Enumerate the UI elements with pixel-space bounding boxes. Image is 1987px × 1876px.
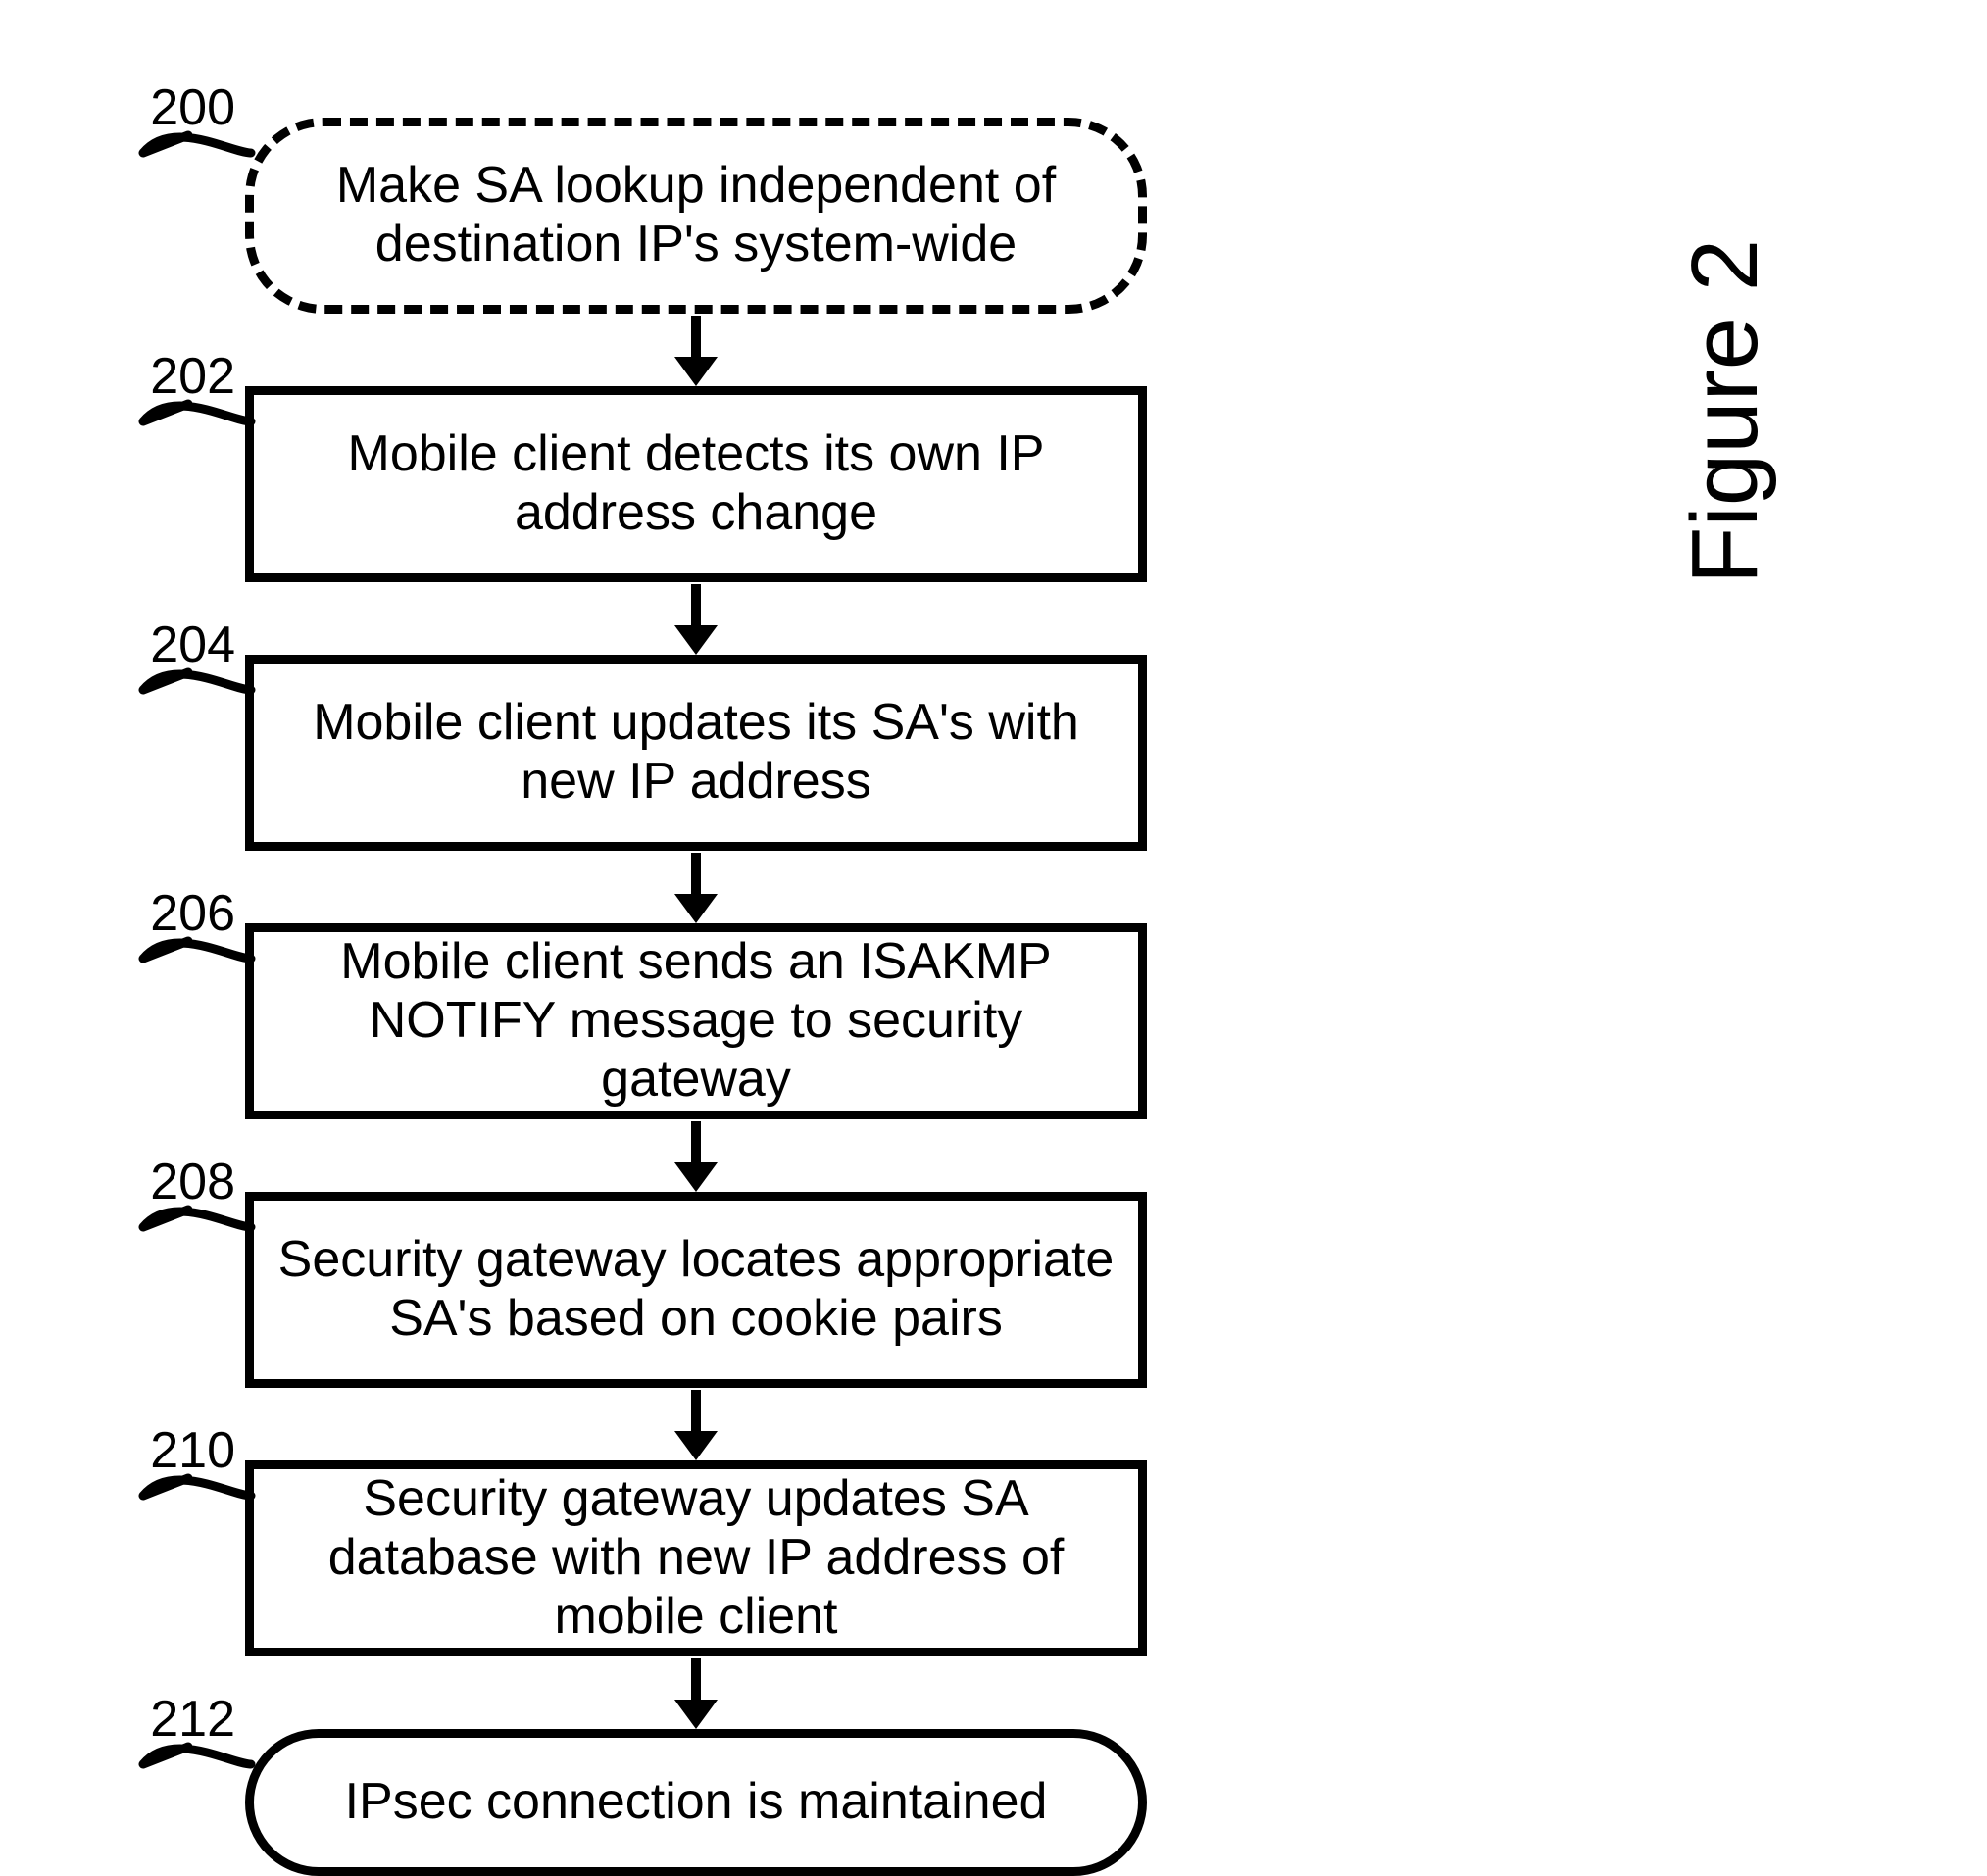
flow-arrow (674, 314, 718, 386)
figure-title: Figure 2 (1671, 239, 1779, 584)
flow-arrow (674, 1388, 718, 1460)
flow-ref-label-208: 208 (98, 1153, 235, 1211)
flow-node-204: Mobile client updates its SA's with new … (245, 655, 1147, 851)
flow-arrow (674, 851, 718, 923)
flow-node-text: Mobile client sends an ISAKMP NOTIFY mes… (275, 933, 1117, 1109)
flow-ref-label-200: 200 (98, 78, 235, 137)
flow-node-212: IPsec connection is maintained (245, 1729, 1147, 1876)
stage: Figure 2 Make SA lookup independent of d… (0, 0, 1987, 1818)
flow-ref-label-204: 204 (98, 616, 235, 674)
flow-node-text: Mobile client updates its SA's with new … (275, 694, 1117, 812)
flow-node-202: Mobile client detects its own IP address… (245, 386, 1147, 582)
flow-arrow (674, 582, 718, 655)
flow-node-text: Make SA lookup independent of destinatio… (275, 157, 1117, 274)
flow-ref-label-202: 202 (98, 347, 235, 406)
flow-node-200: Make SA lookup independent of destinatio… (245, 118, 1147, 314)
flow-node-210: Security gateway updates SA database wit… (245, 1460, 1147, 1656)
flowchart: Make SA lookup independent of destinatio… (245, 118, 1147, 1876)
flow-arrow (674, 1656, 718, 1729)
flow-ref-label-212: 212 (98, 1690, 235, 1749)
flow-ref-label-210: 210 (98, 1421, 235, 1480)
flow-node-208: Security gateway locates appropriate SA'… (245, 1192, 1147, 1388)
flow-ref-label-206: 206 (98, 884, 235, 943)
flow-node-text: Mobile client detects its own IP address… (275, 425, 1117, 543)
flow-node-text: Security gateway locates appropriate SA'… (275, 1231, 1117, 1349)
flow-node-text: Security gateway updates SA database wit… (275, 1470, 1117, 1646)
flow-arrow (674, 1119, 718, 1192)
flow-node-206: Mobile client sends an ISAKMP NOTIFY mes… (245, 923, 1147, 1119)
flow-node-text: IPsec connection is maintained (345, 1773, 1048, 1832)
